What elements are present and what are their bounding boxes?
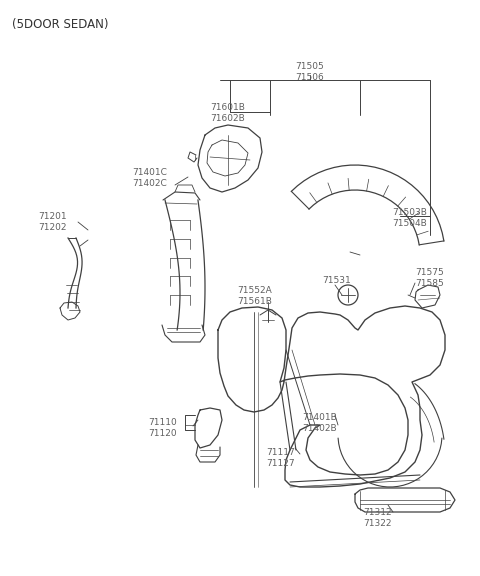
Text: 71601B
71602B: 71601B 71602B xyxy=(211,103,245,123)
Text: 71401C
71402C: 71401C 71402C xyxy=(132,168,167,188)
Text: 71312
71322: 71312 71322 xyxy=(363,508,392,528)
Text: 71110
71120: 71110 71120 xyxy=(148,418,177,438)
Text: 71505
71506: 71505 71506 xyxy=(296,62,324,82)
Text: (5DOOR SEDAN): (5DOOR SEDAN) xyxy=(12,18,108,31)
Text: 71531: 71531 xyxy=(322,276,351,285)
Text: 71117
71127: 71117 71127 xyxy=(266,448,295,468)
Text: 71503B
71504B: 71503B 71504B xyxy=(392,208,427,228)
Text: 71401B
71402B: 71401B 71402B xyxy=(302,413,337,433)
Text: 71201
71202: 71201 71202 xyxy=(38,212,67,232)
Text: 71552A
71561B: 71552A 71561B xyxy=(237,286,272,306)
Text: 71575
71585: 71575 71585 xyxy=(415,268,444,288)
